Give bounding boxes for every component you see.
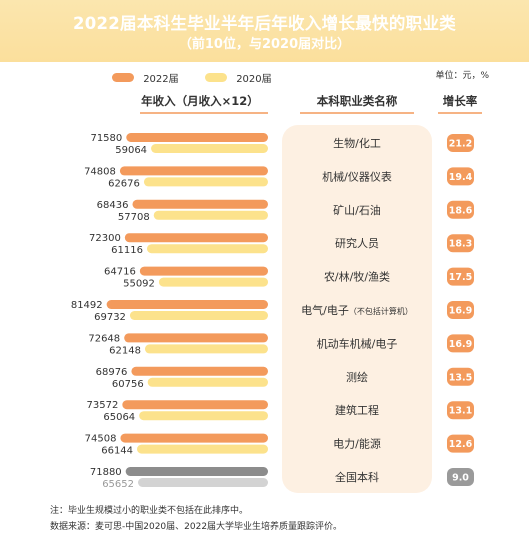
value-label-2022: 71580 — [90, 133, 122, 144]
category-label: 全国本科 — [335, 470, 379, 484]
value-label-2020: 59064 — [115, 145, 147, 156]
value-label-2022: 74808 — [84, 166, 116, 177]
bar-2022 — [122, 400, 268, 410]
bar-2020 — [158, 277, 268, 287]
growth-value: 17.5 — [449, 272, 472, 283]
bar-2022 — [139, 266, 268, 276]
value-label-2020: 66144 — [101, 446, 133, 457]
bar-2020 — [151, 144, 268, 153]
bar-2020 — [139, 411, 268, 421]
chart-title: 2022届本科生毕业半年后年收入增长最快的职业类 — [72, 14, 457, 33]
bar-2022 — [132, 199, 268, 209]
growth-badge — [447, 267, 474, 286]
bar-2020 — [146, 244, 268, 254]
value-label-2022: 68976 — [96, 367, 128, 378]
legend-label-2022: 2022届 — [143, 74, 179, 85]
bar-2020 — [147, 377, 268, 387]
growth-value: 13.1 — [449, 406, 472, 417]
category-label: 机械/仪器仪表 — [322, 169, 392, 183]
bar-2022 — [120, 433, 269, 443]
value-label-2022: 81492 — [71, 300, 103, 311]
growth-badge — [447, 134, 474, 152]
value-label-2022: 74508 — [85, 434, 117, 445]
value-label-2020: 61116 — [111, 245, 143, 256]
header-income: 年收入（月收入×12） — [141, 94, 259, 108]
growth-value: 21.2 — [449, 139, 472, 150]
bar-2022 — [131, 366, 268, 376]
category-label: 矿山/石油 — [333, 203, 381, 217]
unit-label: 单位：元，% — [435, 71, 489, 81]
growth-value: 18.6 — [449, 205, 473, 216]
value-label-2020: 69732 — [94, 312, 126, 323]
value-label-2022: 71880 — [90, 467, 122, 478]
growth-value: 16.9 — [449, 339, 472, 350]
legend-swatch-2020 — [205, 73, 227, 82]
category-label: 研究人员 — [335, 236, 379, 250]
category-label: 电气/电子（不包括计算机） — [301, 303, 413, 317]
growth-value: 13.5 — [449, 372, 472, 383]
bar-2022 — [126, 133, 268, 142]
legend-label-2020: 2020届 — [236, 74, 272, 85]
bar-2020 — [153, 210, 268, 220]
growth-badge — [447, 234, 474, 253]
category-label: 机动车机械/电子 — [317, 336, 398, 350]
value-label-2020: 65064 — [103, 412, 135, 423]
value-label-2020: 60756 — [112, 379, 144, 390]
header-category: 本科职业类名称 — [317, 94, 398, 108]
bar-2022 — [119, 166, 268, 176]
growth-value: 19.4 — [449, 172, 473, 183]
category-label: 电力/能源 — [333, 437, 381, 451]
value-label-2022: 73572 — [87, 400, 119, 411]
header-growth: 增长率 — [443, 94, 478, 108]
bar-2020 — [137, 444, 268, 454]
bar-2020 — [144, 344, 268, 354]
category-label: 生物/化工 — [333, 136, 381, 150]
legend-2022: 2022届 — [112, 70, 179, 85]
growth-badge — [447, 367, 474, 386]
growth-value: 12.6 — [449, 439, 473, 450]
growth-value: 9.0 — [452, 473, 469, 484]
growth-value: 18.3 — [449, 239, 472, 250]
bar-2022 — [106, 300, 268, 309]
bar-2020 — [138, 478, 268, 487]
value-label-2020: 57708 — [118, 212, 150, 223]
value-label-2020: 62148 — [109, 345, 141, 356]
data-source: 数据来源：麦可思-中国2020届、2022届大学毕业生培养质量跟踪评价。 — [50, 522, 343, 532]
value-label-2022: 72300 — [89, 233, 121, 244]
value-label-2020: 55092 — [123, 279, 155, 290]
footnote: 注：毕业生规模过小的职业类不包括在此排序中。 — [50, 506, 249, 516]
bar-2022 — [125, 467, 268, 476]
growth-badge — [447, 468, 474, 486]
category-label: 建筑工程 — [335, 403, 379, 417]
bar-2020 — [143, 177, 268, 187]
value-label-2022: 68436 — [97, 200, 129, 211]
category-label: 测绘 — [346, 370, 368, 384]
growth-value: 16.9 — [449, 306, 472, 317]
category-label: 农/林/牧/渔类 — [324, 270, 390, 284]
bar-2022 — [124, 333, 269, 343]
chart-subtitle: （前10位，与2020届对比） — [178, 37, 351, 52]
growth-badge — [447, 301, 474, 319]
value-label-2020: 62676 — [108, 178, 140, 189]
bar-2020 — [129, 311, 268, 320]
growth-badge — [447, 334, 474, 353]
growth-badge — [447, 401, 474, 420]
title-banner — [0, 0, 529, 62]
growth-badge — [447, 434, 474, 453]
legend-swatch-2022 — [112, 73, 134, 82]
category-panel — [282, 125, 432, 493]
legend-2020: 2020届 — [205, 70, 272, 85]
value-label-2020: 65652 — [102, 479, 134, 490]
bar-2022 — [124, 233, 268, 243]
value-label-2022: 64716 — [104, 267, 136, 278]
value-label-2022: 72648 — [88, 333, 120, 344]
growth-badge — [447, 167, 474, 186]
growth-badge — [447, 200, 474, 219]
